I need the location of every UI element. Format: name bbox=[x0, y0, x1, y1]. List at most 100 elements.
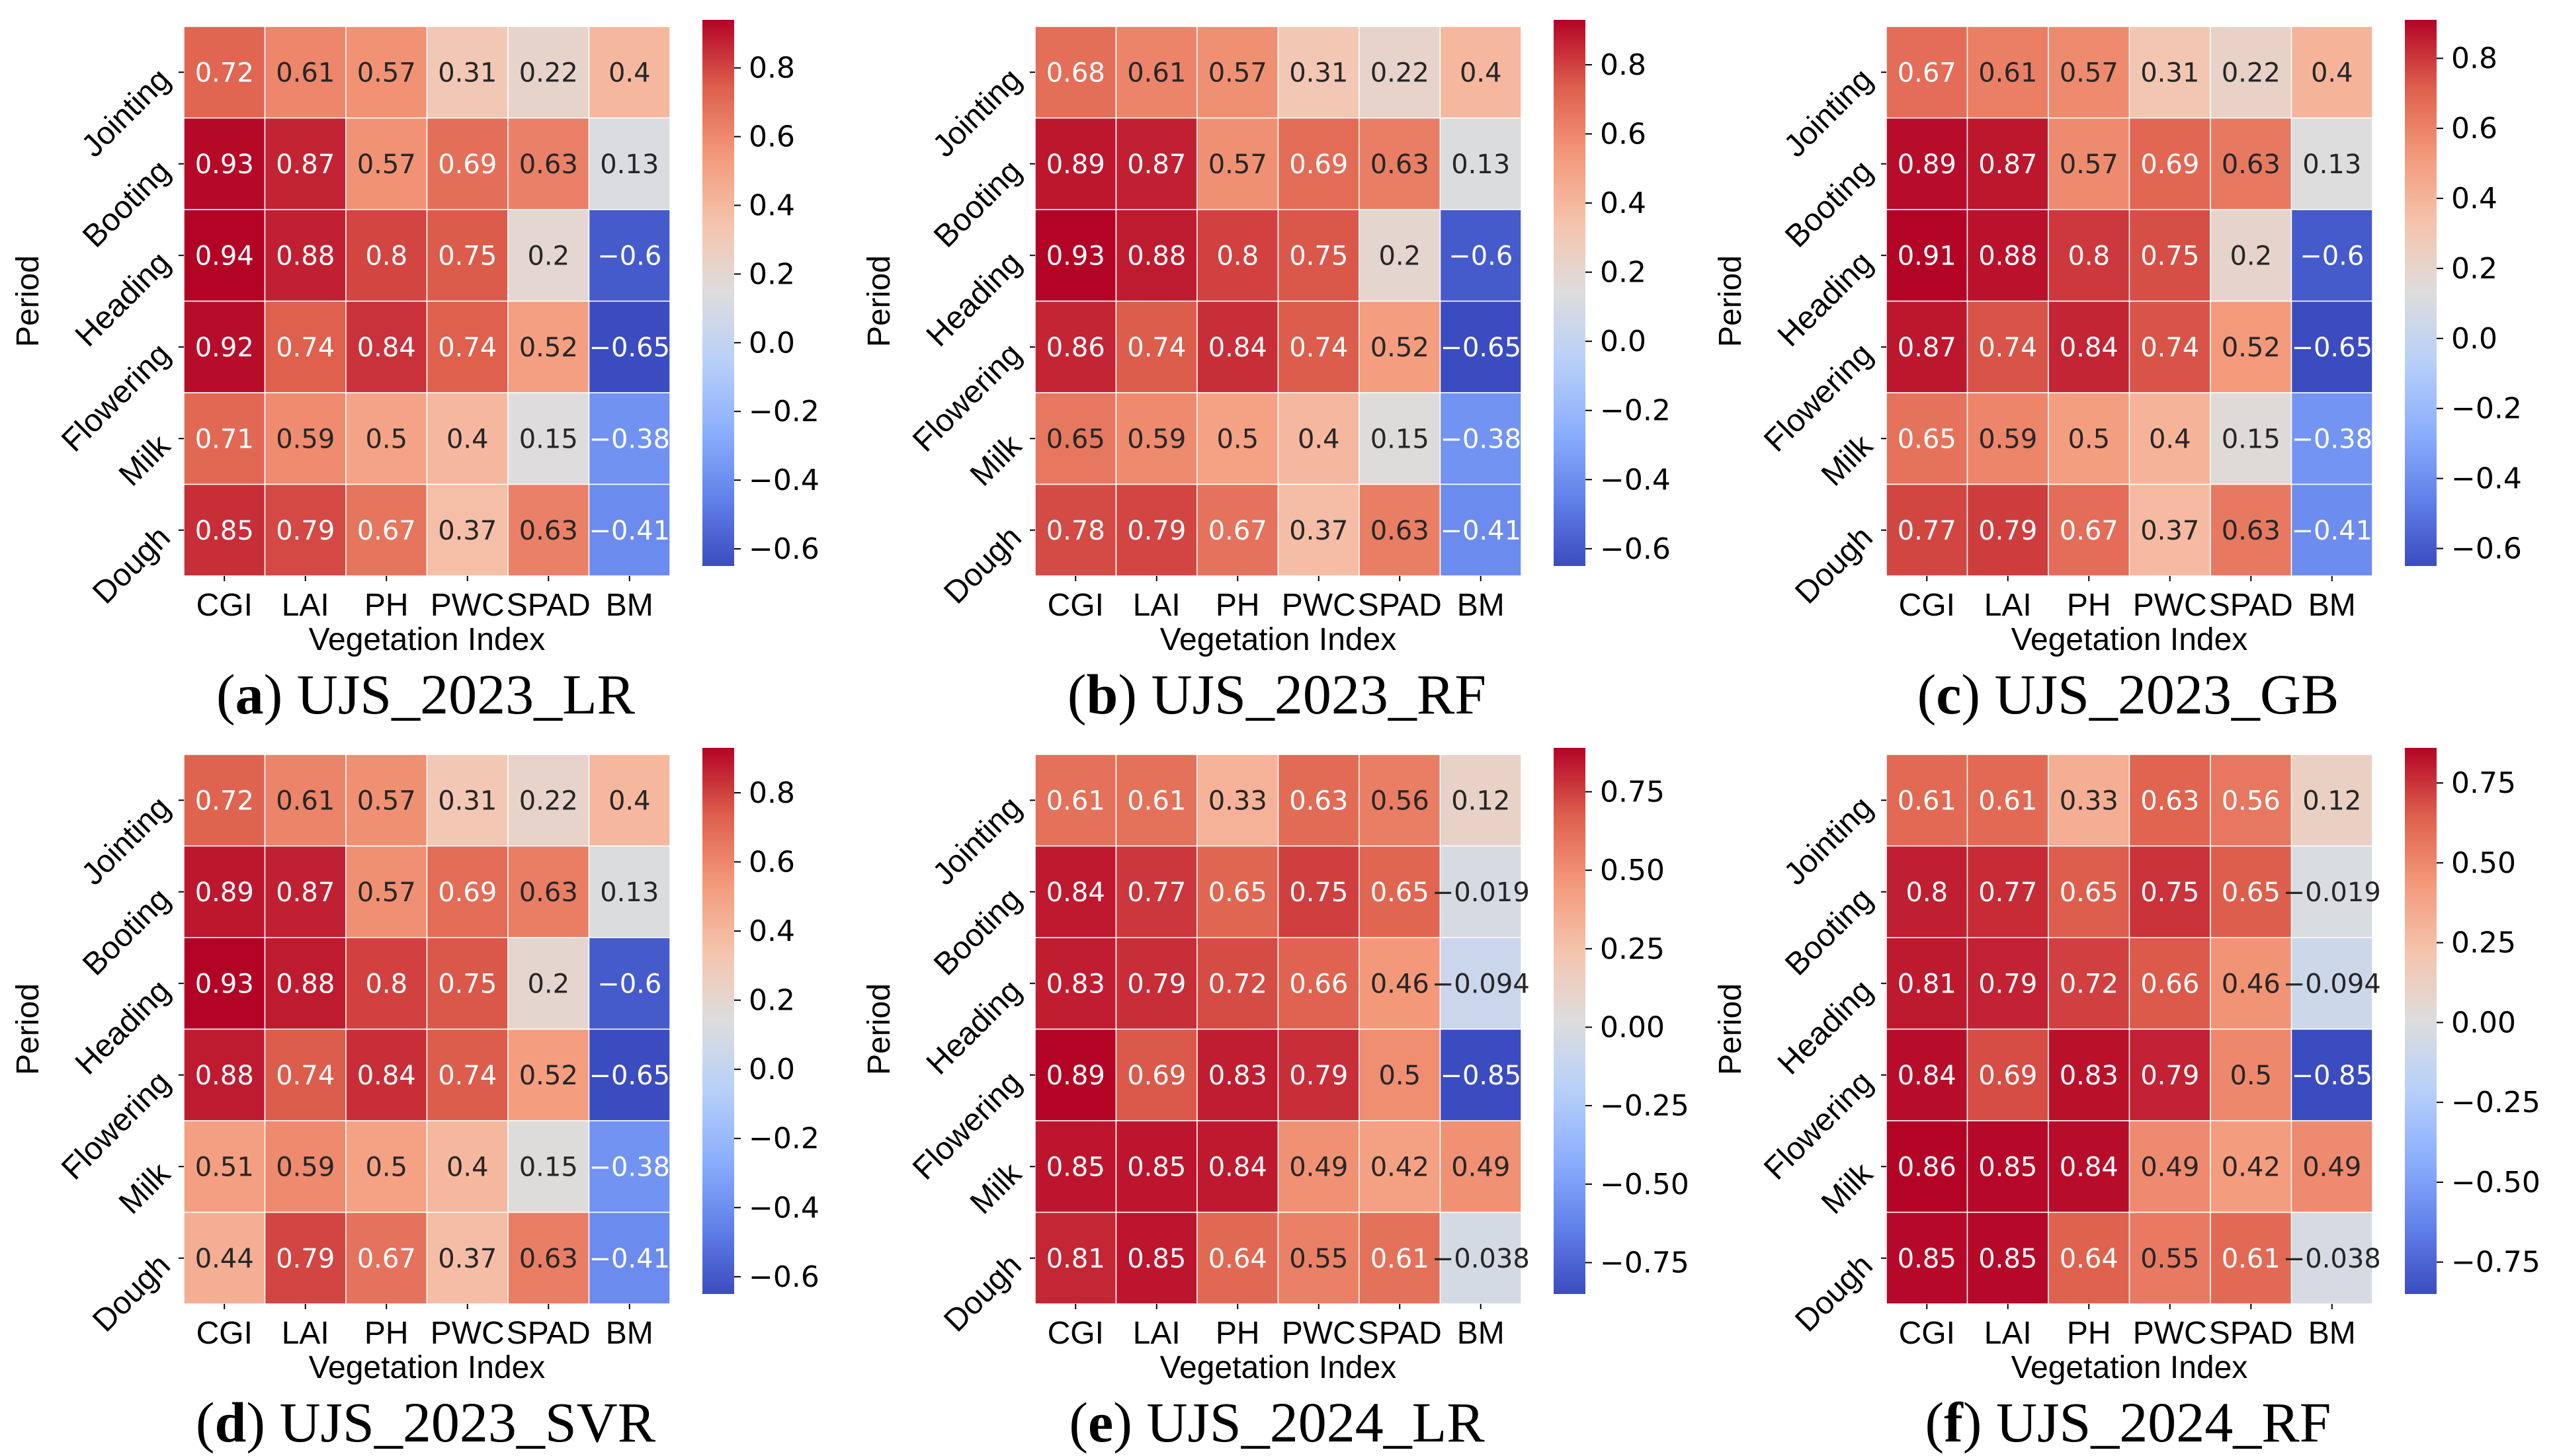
heatmap-cell bbox=[1277, 26, 1360, 119]
cell-value-label: 0.57 bbox=[1208, 149, 1267, 180]
y-tick-label: Heading bbox=[1771, 245, 1880, 354]
colorbar-tick-label: 0.8 bbox=[1600, 48, 1646, 82]
cell-value-label: 0.84 bbox=[2060, 1152, 2118, 1182]
cell-value-label: 0.87 bbox=[1127, 149, 1186, 180]
cell-value-label: 0.75 bbox=[1289, 877, 1348, 908]
heatmap-cell bbox=[1886, 483, 1968, 577]
y-tick-label: Heading bbox=[69, 973, 177, 1082]
heatmap-cell bbox=[1115, 300, 1198, 393]
heatmap-cell bbox=[345, 1120, 428, 1213]
y-tick-label: Booting bbox=[1779, 153, 1880, 255]
cell-value-label: 0.65 bbox=[1370, 877, 1429, 908]
heatmap-cell bbox=[1115, 392, 1198, 485]
x-tick-label: BM bbox=[606, 588, 653, 623]
colorbar-tick-label: −0.4 bbox=[749, 1191, 819, 1225]
panel-caption: (f) UJS_2024_RF bbox=[1702, 1389, 2554, 1455]
x-tick-label: PWC bbox=[2133, 588, 2207, 623]
heatmap-cell bbox=[1277, 754, 1360, 847]
heatmap-cell bbox=[345, 1028, 428, 1121]
heatmap-cell bbox=[264, 26, 347, 119]
cell-value-label: 0.66 bbox=[2140, 969, 2199, 999]
cell-value-label: −0.019 bbox=[2283, 877, 2381, 908]
caption-text: UJS_2023_LR bbox=[296, 663, 636, 726]
cell-value-label: −0.85 bbox=[2291, 1061, 2372, 1091]
heatmap-cell bbox=[1439, 845, 1522, 938]
colorbar-tick-label: 0.00 bbox=[2451, 1006, 2516, 1039]
caption-paren: ) bbox=[1118, 663, 1152, 726]
heatmap-cell bbox=[507, 845, 590, 938]
cell-value-label: 0.4 bbox=[446, 1152, 489, 1182]
heatmap-cell bbox=[1196, 1028, 1279, 1121]
cell-value-label: 0.33 bbox=[2060, 786, 2118, 816]
colorbar-tick-label: 0.4 bbox=[2451, 182, 2497, 216]
cell-value-label: 0.2 bbox=[527, 241, 569, 271]
cell-value-label: 0.68 bbox=[1046, 58, 1105, 88]
cell-value-label: 0.15 bbox=[2222, 424, 2281, 454]
heatmap-cell bbox=[1196, 754, 1279, 847]
x-tick-label: PWC bbox=[431, 1316, 505, 1351]
heatmap-cell bbox=[2128, 1028, 2211, 1121]
cell-value-label: 0.31 bbox=[1289, 58, 1348, 88]
cell-value-label: 0.22 bbox=[519, 786, 578, 816]
cell-value-label: −0.38 bbox=[2291, 424, 2372, 454]
heatmap-cell bbox=[264, 845, 347, 938]
cell-value-label: 0.12 bbox=[2302, 786, 2361, 816]
cell-value-label: 0.49 bbox=[2302, 1152, 2361, 1182]
cell-value-label: 0.22 bbox=[1370, 58, 1429, 88]
cell-value-label: 0.51 bbox=[195, 1152, 254, 1182]
cell-value-label: 0.4 bbox=[1298, 424, 1340, 454]
caption-letter: b bbox=[1086, 663, 1118, 726]
x-tick-label: SPAD bbox=[507, 588, 591, 623]
heatmap-cell bbox=[183, 937, 266, 1030]
cell-value-label: 0.69 bbox=[1127, 1061, 1186, 1091]
cell-value-label: 0.72 bbox=[2060, 969, 2118, 999]
y-tick-label: Booting bbox=[927, 153, 1028, 255]
cell-value-label: 0.59 bbox=[276, 424, 335, 454]
y-axis-label: Period bbox=[862, 255, 897, 347]
heatmap-cell bbox=[2210, 845, 2292, 938]
colorbar-tick-label: 0.0 bbox=[1600, 325, 1646, 358]
x-tick-label: PH bbox=[1216, 1316, 1260, 1351]
colorbar-tick-label: −0.25 bbox=[2451, 1086, 2540, 1119]
cell-value-label: −0.6 bbox=[2300, 241, 2364, 271]
heatmap-cell bbox=[1439, 117, 1522, 210]
colorbar-tick-label: 0.2 bbox=[2451, 252, 2497, 286]
caption-letter: d bbox=[214, 1391, 247, 1454]
heatmap-cell bbox=[426, 392, 509, 485]
caption-paren: ( bbox=[1067, 663, 1087, 726]
cell-value-label: 0.2 bbox=[1378, 241, 1421, 271]
cell-value-label: 0.52 bbox=[519, 1061, 578, 1091]
heatmap-cell bbox=[507, 209, 590, 302]
heatmap-cell bbox=[588, 300, 671, 393]
colorbar-tick-label: −0.2 bbox=[749, 1122, 819, 1156]
heatmap-cell bbox=[2048, 1028, 2130, 1121]
colorbar-tick-label: −0.6 bbox=[1600, 532, 1671, 566]
x-tick-label: BM bbox=[606, 1316, 653, 1351]
cell-value-label: 0.74 bbox=[1978, 333, 2037, 363]
heatmap-cell bbox=[1034, 1211, 1117, 1305]
x-axis-label: Vegetation Index bbox=[1160, 1350, 1397, 1385]
x-axis-label: Vegetation Index bbox=[309, 622, 546, 657]
cell-value-label: 0.69 bbox=[1289, 149, 1348, 180]
y-tick-label: Heading bbox=[920, 245, 1028, 354]
colorbar-tick-label: 0.00 bbox=[1600, 1010, 1665, 1044]
heatmap-cell bbox=[426, 26, 509, 119]
heatmap-cell bbox=[426, 300, 509, 393]
y-tick-label: Milk bbox=[1815, 428, 1880, 493]
heatmap-cell bbox=[426, 117, 509, 210]
heatmap-cell bbox=[2290, 754, 2373, 847]
cell-value-label: 0.77 bbox=[1898, 516, 1956, 546]
cell-value-label: 0.33 bbox=[1208, 786, 1267, 816]
caption-text: UJS_2023_GB bbox=[1994, 663, 2339, 726]
y-tick-label: Jointing bbox=[1777, 790, 1879, 892]
colorbar-tick-label: 0.2 bbox=[1600, 256, 1646, 290]
cell-value-label: 0.31 bbox=[2140, 58, 2199, 88]
cell-value-label: 0.79 bbox=[276, 1244, 335, 1274]
cell-value-label: 0.89 bbox=[1046, 149, 1105, 180]
colorbar-tick-label: 0.25 bbox=[1600, 932, 1665, 966]
cell-value-label: 0.22 bbox=[519, 58, 578, 88]
heatmap-cell bbox=[2048, 26, 2130, 119]
heatmap-cell bbox=[183, 754, 266, 847]
cell-value-label: 0.74 bbox=[276, 1061, 335, 1091]
